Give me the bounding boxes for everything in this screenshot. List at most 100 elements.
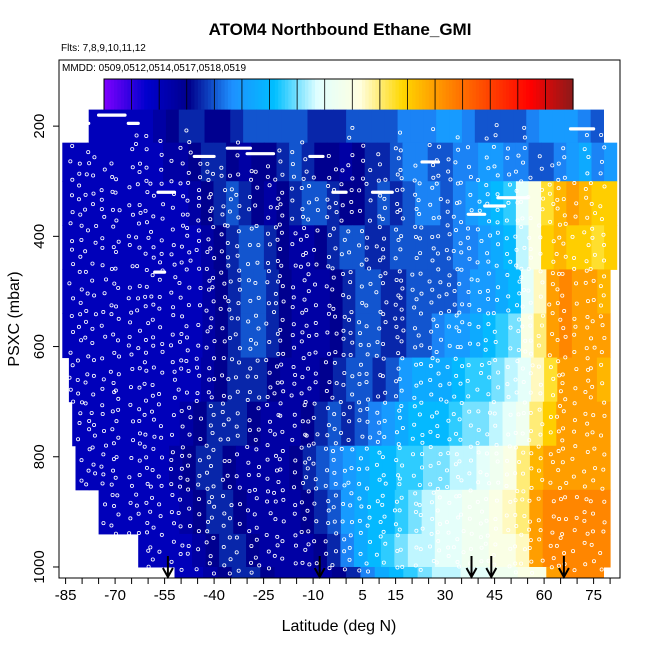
colorbar-step (191, 79, 196, 119)
sample-point (273, 177, 278, 182)
sample-point (368, 435, 373, 440)
colorbar-step (221, 79, 226, 119)
sample-point (375, 340, 380, 345)
heatmap-cell (542, 533, 557, 568)
sample-point (548, 365, 553, 370)
sample-point (602, 274, 607, 279)
sample-point (430, 414, 435, 419)
x-tick-label: 60 (536, 587, 553, 604)
sample-point (219, 232, 224, 237)
sample-point (476, 342, 481, 347)
heatmap-cell (187, 357, 202, 403)
sample-point (438, 397, 443, 402)
sample-point (540, 422, 545, 427)
sample-point (303, 157, 308, 162)
heatmap-cell (289, 181, 303, 226)
sample-point (234, 424, 239, 429)
sample-point (103, 334, 108, 339)
sample-point (447, 500, 452, 505)
sample-point (346, 163, 351, 168)
colorbar-step (137, 79, 142, 119)
sample-point (555, 287, 560, 292)
sample-point (598, 303, 603, 308)
colorbar-step (368, 79, 373, 119)
heatmap-cell (389, 142, 403, 182)
sample-point (599, 350, 604, 355)
sample-point (302, 516, 307, 521)
sample-point (453, 160, 458, 165)
sample-point (572, 418, 577, 423)
sample-point (528, 538, 533, 543)
sample-point (359, 504, 364, 509)
heatmap-cell (329, 269, 344, 314)
sample-point (228, 557, 233, 562)
sample-point (537, 407, 542, 412)
sample-point (445, 365, 450, 370)
sample-point (268, 385, 273, 390)
heatmap-cell (574, 566, 590, 578)
sample-point (528, 247, 533, 252)
colorbar-step (512, 79, 517, 119)
sample-point (460, 364, 465, 369)
sample-point (117, 354, 122, 359)
sample-point (467, 322, 472, 327)
colorbar-step (110, 79, 115, 119)
heatmap-cell (62, 269, 76, 314)
sample-point (583, 187, 588, 192)
sample-point (85, 291, 90, 296)
sample-point (598, 171, 603, 176)
sample-point (467, 256, 472, 261)
sample-point (446, 451, 451, 456)
colorbar-step (536, 79, 541, 119)
sample-point (522, 146, 527, 151)
sample-point (137, 245, 142, 250)
sample-point (383, 320, 388, 325)
sample-point (444, 520, 449, 525)
heatmap-cell (354, 489, 369, 535)
sample-point (515, 489, 520, 494)
sample-point (161, 202, 166, 207)
sample-point (419, 380, 424, 385)
x-axis: -85 -70 -55 -40 -25 -10 5 15 30 45 60 75 (55, 578, 611, 604)
heatmap-cell (604, 181, 618, 226)
sample-point (572, 568, 577, 573)
sample-point (178, 552, 183, 557)
sample-point (275, 259, 280, 264)
sample-point (170, 450, 175, 455)
sample-point (83, 207, 88, 212)
heatmap-cell (74, 181, 88, 226)
sample-point (253, 341, 258, 346)
heatmap-cell (339, 225, 353, 270)
sample-point (561, 197, 566, 202)
sample-point (504, 218, 509, 223)
sample-point (381, 473, 386, 478)
heatmap-cell (448, 401, 463, 447)
colorbar-step (127, 79, 132, 119)
sample-point (365, 352, 370, 357)
sample-point (79, 237, 84, 242)
sample-point (194, 356, 199, 361)
heatmap-cell (578, 142, 592, 182)
colorbar-step (365, 79, 370, 119)
sample-point (209, 495, 214, 500)
sample-point (87, 447, 92, 452)
heatmap-cell (191, 109, 206, 144)
heatmap-cell (88, 109, 103, 144)
sample-point (208, 192, 213, 197)
sample-point (135, 264, 140, 269)
sample-point (479, 509, 484, 514)
sample-point (556, 563, 561, 568)
sample-point (300, 207, 305, 212)
heatmap-cell (214, 357, 228, 403)
sample-point (209, 316, 214, 321)
sample-point (130, 264, 135, 269)
sample-point (266, 215, 271, 220)
sample-point (528, 390, 533, 395)
sample-point (536, 496, 541, 501)
sample-point (413, 163, 418, 168)
sample-point (350, 153, 355, 158)
sample-point (173, 275, 178, 280)
sample-point (429, 531, 434, 536)
sample-point (341, 352, 346, 357)
sample-point (357, 372, 362, 377)
